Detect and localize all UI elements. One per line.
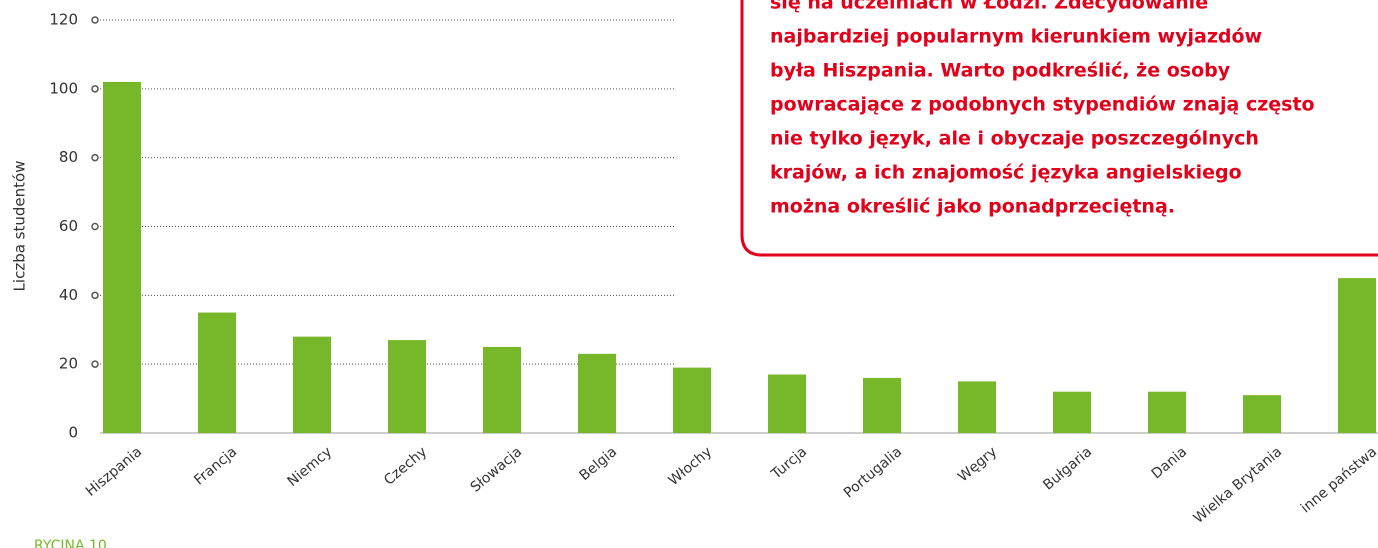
bar <box>1148 391 1186 433</box>
bar <box>103 81 141 433</box>
bar <box>1338 278 1376 433</box>
bar <box>198 312 236 433</box>
y-tick-label: 0 <box>68 424 78 442</box>
bar <box>578 353 616 433</box>
figure-label: RYCINA 10 <box>34 538 107 548</box>
x-tick-label: Niemcy <box>285 444 336 490</box>
x-tick-label: Bułgaria <box>1040 444 1095 494</box>
bar <box>388 340 426 433</box>
x-tick-label: Belgia <box>577 444 621 484</box>
y-axis-label: Liczba studentów <box>11 161 29 292</box>
x-tick-label: Portugalia <box>841 444 905 502</box>
annotation-line: najbardziej popularnym kierunkiem wyjazd… <box>770 26 1262 48</box>
annotation-line: powracające z podobnych stypendiów znają… <box>770 94 1315 116</box>
annotation-line: krajów, a ich znajomość języka angielski… <box>770 162 1242 184</box>
tick-marker <box>91 291 99 300</box>
tick-marker <box>91 85 99 93</box>
x-tick-label: Słowacja <box>468 444 526 496</box>
tick-marker <box>91 222 99 231</box>
x-tick-label: Hiszpania <box>83 444 145 500</box>
x-tick-label: Dania <box>1149 444 1190 482</box>
tick-marker <box>91 360 99 368</box>
x-tick-label: Turcja <box>768 444 810 483</box>
bar <box>673 367 711 433</box>
bar <box>483 346 521 433</box>
x-tick-label: Węgry <box>955 444 1000 485</box>
x-tick-label: inne państwa <box>1298 444 1378 517</box>
annotation-line: nie tylko język, ale i obyczaje poszczeg… <box>770 128 1259 150</box>
x-tick-label: Włochy <box>666 444 716 489</box>
bar <box>958 381 996 433</box>
annotation-line: można określić jako ponadprzeciętną. <box>770 196 1175 218</box>
bar <box>1243 395 1281 433</box>
y-tick-label: 100 <box>49 79 78 97</box>
bar <box>293 336 331 433</box>
annotation-box <box>740 0 1378 257</box>
bar <box>768 374 806 433</box>
y-tick-label: 60 <box>59 217 78 235</box>
tick-marker <box>91 153 99 162</box>
y-tick-label: 80 <box>59 148 78 166</box>
x-tick-label: Czechy <box>381 444 430 489</box>
y-tick-label: 20 <box>59 355 78 373</box>
y-tick-label: 120 <box>49 11 78 29</box>
tick-marker <box>91 16 99 24</box>
bar <box>1053 391 1091 433</box>
x-tick-label: Francja <box>191 444 240 489</box>
annotation-line: była Hiszpania. Warto podkreślić, że oso… <box>770 60 1231 82</box>
y-tick-label: 40 <box>59 286 78 304</box>
x-tick-label: Wielka Brytania <box>1191 444 1285 527</box>
bar <box>863 377 901 433</box>
annotation-line: się na uczelniach w Łodzi. Zdecydowanie <box>770 0 1208 14</box>
